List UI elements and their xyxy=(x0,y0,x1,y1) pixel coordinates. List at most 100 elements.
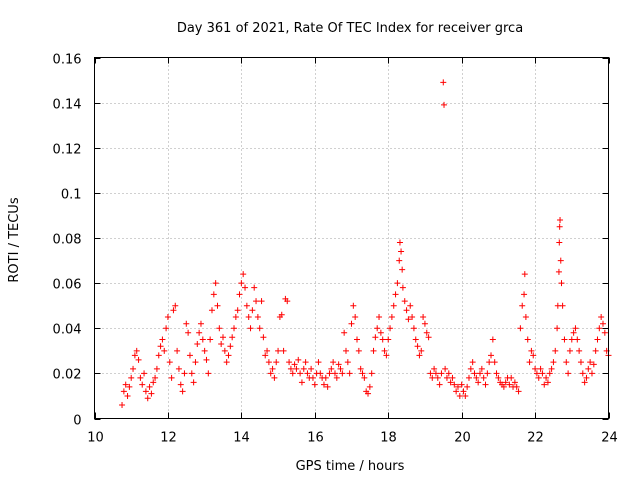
x-tick-label: 12 xyxy=(160,431,177,446)
data-point xyxy=(139,381,146,388)
data-point xyxy=(300,365,307,372)
data-point xyxy=(148,390,155,397)
data-point xyxy=(475,379,482,386)
data-point xyxy=(243,302,250,309)
data-point xyxy=(208,307,215,314)
x-tick-label: 16 xyxy=(307,431,324,446)
data-point xyxy=(556,239,563,246)
data-point xyxy=(324,383,331,390)
data-point xyxy=(416,352,423,359)
data-point xyxy=(370,347,377,354)
data-point xyxy=(556,223,563,230)
data-point xyxy=(225,352,232,359)
data-point xyxy=(427,370,434,377)
data-point xyxy=(122,381,129,388)
y-tick-label: 0.04 xyxy=(53,323,82,338)
data-point xyxy=(372,334,379,341)
data-point xyxy=(442,365,449,372)
data-point xyxy=(392,291,399,298)
data-point xyxy=(309,374,316,381)
data-point xyxy=(434,374,441,381)
data-point xyxy=(247,325,254,332)
data-point xyxy=(205,370,212,377)
data-point xyxy=(146,383,153,390)
data-point xyxy=(210,291,217,298)
data-point xyxy=(322,374,329,381)
data-point xyxy=(159,336,166,343)
data-point xyxy=(186,352,193,359)
data-point xyxy=(317,370,324,377)
data-point xyxy=(410,325,417,332)
x-tick-label: 22 xyxy=(527,431,544,446)
data-point xyxy=(150,379,157,386)
data-point xyxy=(216,325,223,332)
data-point xyxy=(190,379,197,386)
data-point xyxy=(264,347,271,354)
data-point xyxy=(330,359,337,366)
data-point xyxy=(379,336,386,343)
data-point xyxy=(482,381,489,388)
data-point xyxy=(579,370,586,377)
data-point xyxy=(218,341,225,348)
data-point xyxy=(271,374,278,381)
grid xyxy=(94,57,609,419)
data-point xyxy=(587,359,594,366)
data-point xyxy=(532,365,539,372)
data-point xyxy=(234,307,241,314)
data-point xyxy=(374,325,381,332)
data-point xyxy=(399,266,406,273)
data-point xyxy=(126,383,133,390)
data-point xyxy=(557,257,564,264)
data-point xyxy=(471,370,478,377)
data-point xyxy=(493,370,500,377)
data-point xyxy=(537,365,544,372)
data-point xyxy=(453,388,460,395)
data-point xyxy=(563,359,570,366)
data-point xyxy=(196,329,203,336)
data-point xyxy=(596,325,603,332)
data-point xyxy=(521,271,528,278)
y-tick-label: 0.16 xyxy=(53,53,82,68)
data-point xyxy=(157,343,164,350)
data-point xyxy=(131,352,138,359)
data-point xyxy=(223,359,230,366)
data-point xyxy=(258,298,265,305)
data-point xyxy=(293,365,300,372)
data-point xyxy=(253,298,260,305)
data-point xyxy=(464,383,471,390)
data-point xyxy=(541,381,548,388)
data-point xyxy=(398,248,405,255)
data-point xyxy=(469,359,476,366)
data-point xyxy=(188,370,195,377)
data-point xyxy=(489,336,496,343)
data-point xyxy=(515,388,522,395)
data-point xyxy=(137,374,144,381)
data-point xyxy=(315,359,322,366)
data-point xyxy=(170,307,177,314)
y-tick-label: 0 xyxy=(73,414,81,429)
data-point xyxy=(141,370,148,377)
data-point xyxy=(342,347,349,354)
data-point xyxy=(227,343,234,350)
data-point xyxy=(425,334,432,341)
data-point xyxy=(478,365,485,372)
data-point xyxy=(221,347,228,354)
data-point xyxy=(388,313,395,320)
data-point xyxy=(543,374,550,381)
data-point xyxy=(590,361,597,368)
data-point xyxy=(289,370,296,377)
data-point xyxy=(447,379,454,386)
data-point xyxy=(550,359,557,366)
data-point xyxy=(214,302,221,309)
data-point xyxy=(533,370,540,377)
data-point xyxy=(142,388,149,395)
data-point xyxy=(585,365,592,372)
data-point xyxy=(357,365,364,372)
data-point xyxy=(238,280,245,287)
data-point xyxy=(394,280,401,287)
data-point xyxy=(311,381,318,388)
data-point xyxy=(588,370,595,377)
data-point xyxy=(366,383,373,390)
data-point xyxy=(581,379,588,386)
data-point xyxy=(521,291,528,298)
